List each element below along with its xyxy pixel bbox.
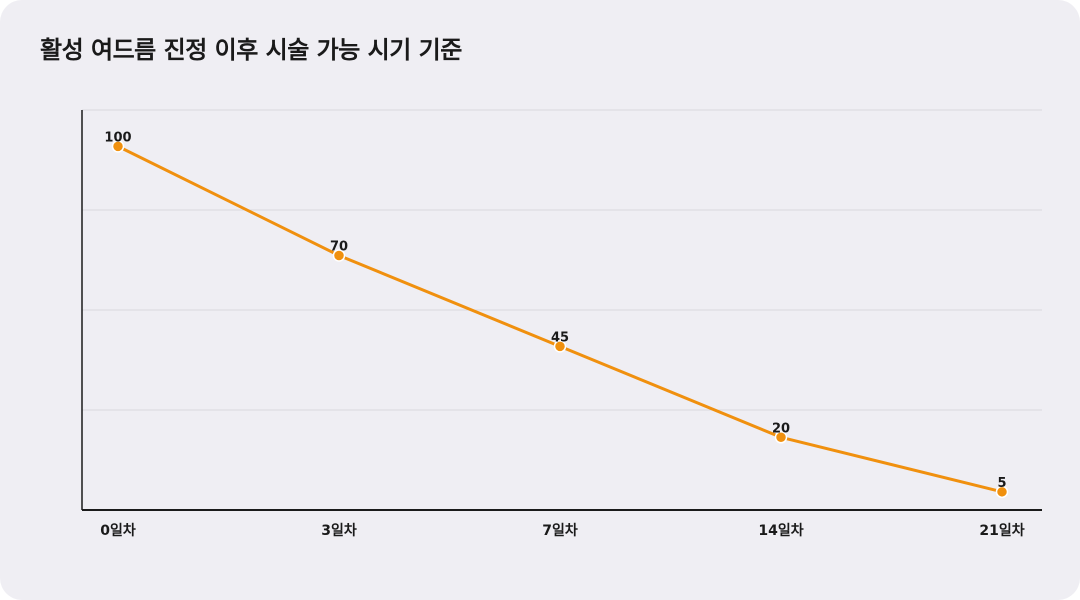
chart-title: 활성 여드름 진정 이후 시술 가능 시기 기준: [40, 36, 462, 64]
x-tick-label: 0일차: [100, 523, 136, 539]
data-point: [553, 340, 567, 353]
tick-layer: 0일차 3일차 7일차 14일차 21일차: [100, 523, 1024, 539]
data-label: 45: [551, 330, 569, 345]
data-point: [332, 249, 346, 262]
data-label: 20: [772, 421, 790, 436]
data-point: [111, 140, 125, 153]
x-tick-label: 21일차: [979, 523, 1024, 539]
series-line: [116, 144, 1004, 494]
data-point: [995, 485, 1009, 499]
label-layer: 100 70 45 20 5: [104, 130, 1006, 490]
grid-layer: [82, 109, 1042, 411]
point-layer: [111, 140, 1009, 499]
x-tick-label: 3일차: [321, 523, 357, 539]
x-tick-label: 7일차: [542, 523, 578, 539]
axis-layer: [81, 110, 1042, 511]
line-layer: [116, 144, 1004, 494]
x-tick-label: 14일차: [758, 523, 803, 539]
data-label: 5: [997, 476, 1006, 491]
data-label: 100: [104, 130, 131, 145]
data-point: [774, 431, 788, 444]
data-label: 70: [330, 239, 348, 254]
